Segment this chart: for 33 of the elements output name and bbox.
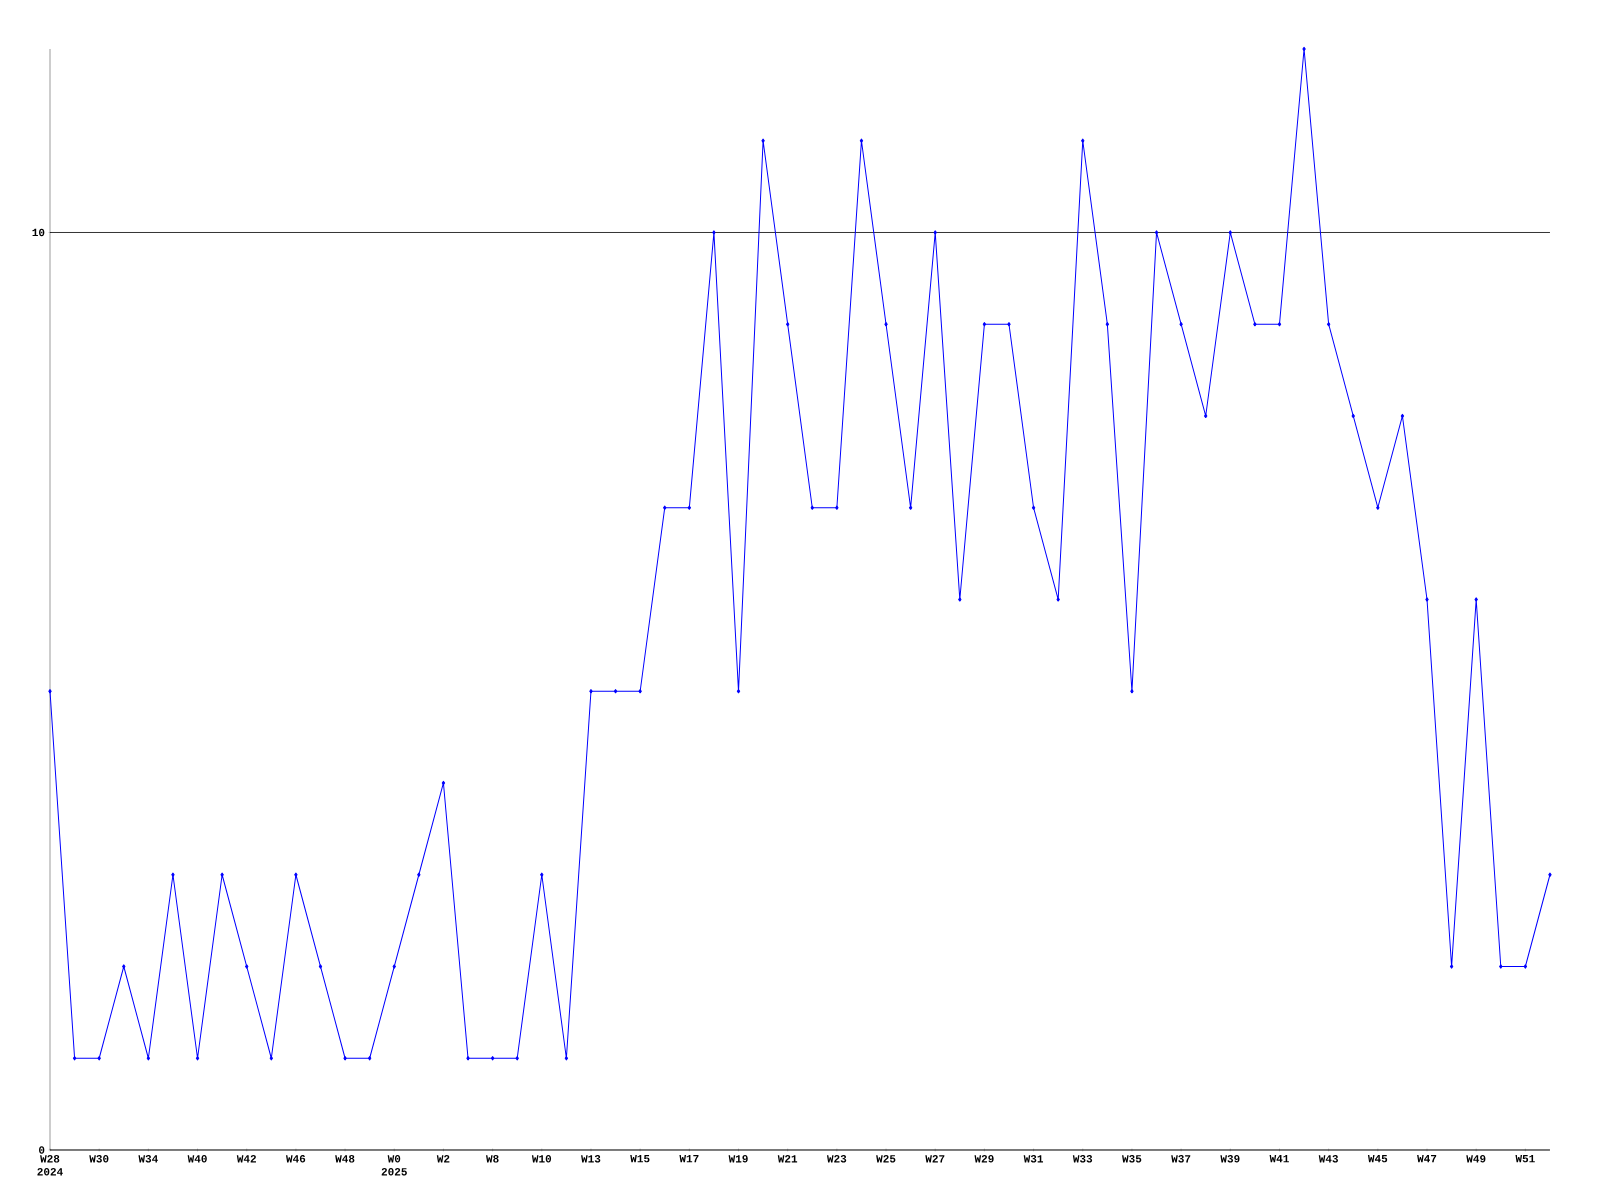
x-tick-label: W48 bbox=[335, 1155, 355, 1163]
x-tick-label: W37 bbox=[1171, 1155, 1191, 1163]
x-tick-label: W47 bbox=[1417, 1155, 1437, 1163]
x-tick-label: W43 bbox=[1318, 1155, 1338, 1163]
x-tick-label: W28 2024 bbox=[37, 1155, 63, 1176]
x-tick-label: W41 bbox=[1269, 1155, 1289, 1163]
x-tick-label: W42 bbox=[236, 1155, 256, 1163]
x-tick-label: W34 bbox=[138, 1155, 158, 1163]
x-tick-label: W33 bbox=[1072, 1155, 1093, 1163]
x-tick-label: W31 bbox=[1023, 1155, 1044, 1163]
x-tick-label: W17 bbox=[679, 1155, 699, 1163]
x-tick-label: W29 bbox=[974, 1155, 994, 1163]
x-tick-label: W49 bbox=[1466, 1155, 1486, 1163]
x-tick-label: W46 bbox=[286, 1155, 306, 1163]
x-tick-label: W23 bbox=[826, 1155, 847, 1163]
x-tick-label: W45 bbox=[1367, 1155, 1388, 1163]
x-tick-label: W27 bbox=[925, 1155, 945, 1163]
x-tick-label: W40 bbox=[187, 1155, 207, 1163]
x-tick-label: W25 bbox=[876, 1155, 896, 1163]
y-tick-label: 10 bbox=[32, 228, 45, 237]
x-tick-label: W15 bbox=[630, 1155, 650, 1163]
x-tick-label: W13 bbox=[581, 1155, 601, 1163]
x-tick-label: W0 2025 bbox=[381, 1155, 407, 1176]
x-tick-label: W19 bbox=[728, 1155, 748, 1163]
y-tick-label: 0 bbox=[39, 1146, 45, 1154]
x-tick-label: W35 bbox=[1122, 1155, 1142, 1163]
x-tick-label: W51 bbox=[1515, 1155, 1535, 1163]
x-tick-label: W21 bbox=[777, 1155, 798, 1163]
x-tick-label: W30 bbox=[89, 1155, 109, 1163]
x-tick-label: W10 bbox=[531, 1155, 552, 1163]
x-tick-label: W39 bbox=[1220, 1155, 1240, 1163]
x-tick-label: W8 bbox=[486, 1155, 499, 1163]
x-tick-label: W2 bbox=[436, 1155, 450, 1163]
